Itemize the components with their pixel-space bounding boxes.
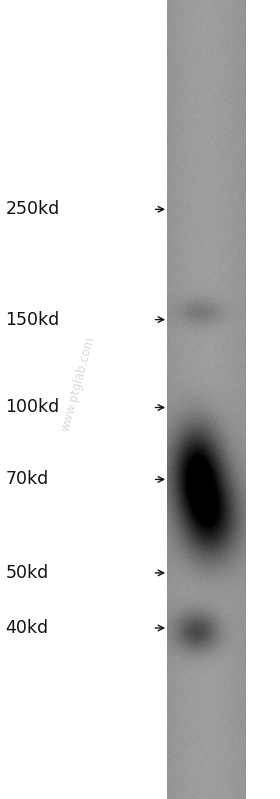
Text: www.ptglab.com: www.ptglab.com [59, 335, 97, 432]
Text: 150kd: 150kd [6, 311, 60, 328]
Text: 50kd: 50kd [6, 564, 49, 582]
Text: 40kd: 40kd [6, 619, 49, 637]
Text: 100kd: 100kd [6, 399, 60, 416]
Text: 250kd: 250kd [6, 201, 60, 218]
Text: 70kd: 70kd [6, 471, 49, 488]
